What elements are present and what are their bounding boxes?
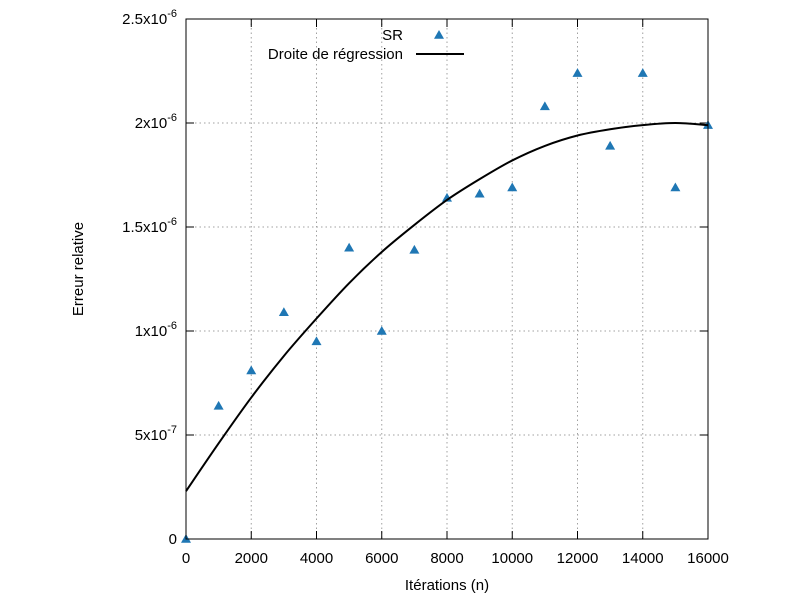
legend-marker-triangle [434,30,444,39]
legend-label-regression: Droite de régression [268,46,403,63]
x-axis-ticks: 0 2000 4000 6000 8000 10000 12000 14000 16000 [182,19,729,567]
x-tick-label: 2000 [235,550,268,567]
regression-line [185,121,709,492]
data-point-sr [213,400,224,410]
x-tick-label: 12000 [557,550,599,567]
data-point-sr [376,326,387,335]
x-tick-label: 4000 [300,550,333,567]
y-tick-label: 0 [169,531,177,548]
legend: SR Droite de régression [268,27,464,63]
legend-label-sr: SR [382,27,403,44]
y-tick-label: 1.5x10-6 [122,216,177,236]
data-point-sr [670,182,681,192]
data-point-sr [539,101,550,111]
data-point-sr [311,336,322,346]
x-tick-label: 0 [182,550,190,567]
x-tick-label: 10000 [491,550,533,567]
y-tick-label: 2x10-6 [135,112,177,132]
y-tick-label: 1x10-6 [135,320,177,340]
x-tick-label: 14000 [622,550,664,567]
grid [186,19,708,539]
x-tick-label: 8000 [430,550,463,567]
data-point-sr [474,188,485,198]
x-axis-label: Itérations (n) [405,577,489,594]
plot-series [181,68,713,543]
y-axis-ticks: 0 5x10-7 1x10-6 1.5x10-6 2x10-6 2.5x10-6 [122,8,708,548]
data-point-sr [246,365,257,375]
x-tick-label: 16000 [687,550,729,567]
data-point-sr [409,244,420,254]
y-tick-label: 5x10-7 [135,424,177,444]
x-tick-label: 6000 [365,550,398,567]
data-point-sr [605,140,616,150]
data-point-sr [344,242,355,252]
data-point-sr [278,307,289,317]
data-point-sr [507,182,518,192]
y-tick-label: 2.5x10-6 [122,8,177,28]
y-axis-label: Erreur relative [70,222,87,316]
plot-frame [185,18,709,540]
data-point-sr [637,68,648,77]
data-point-sr [572,68,583,77]
